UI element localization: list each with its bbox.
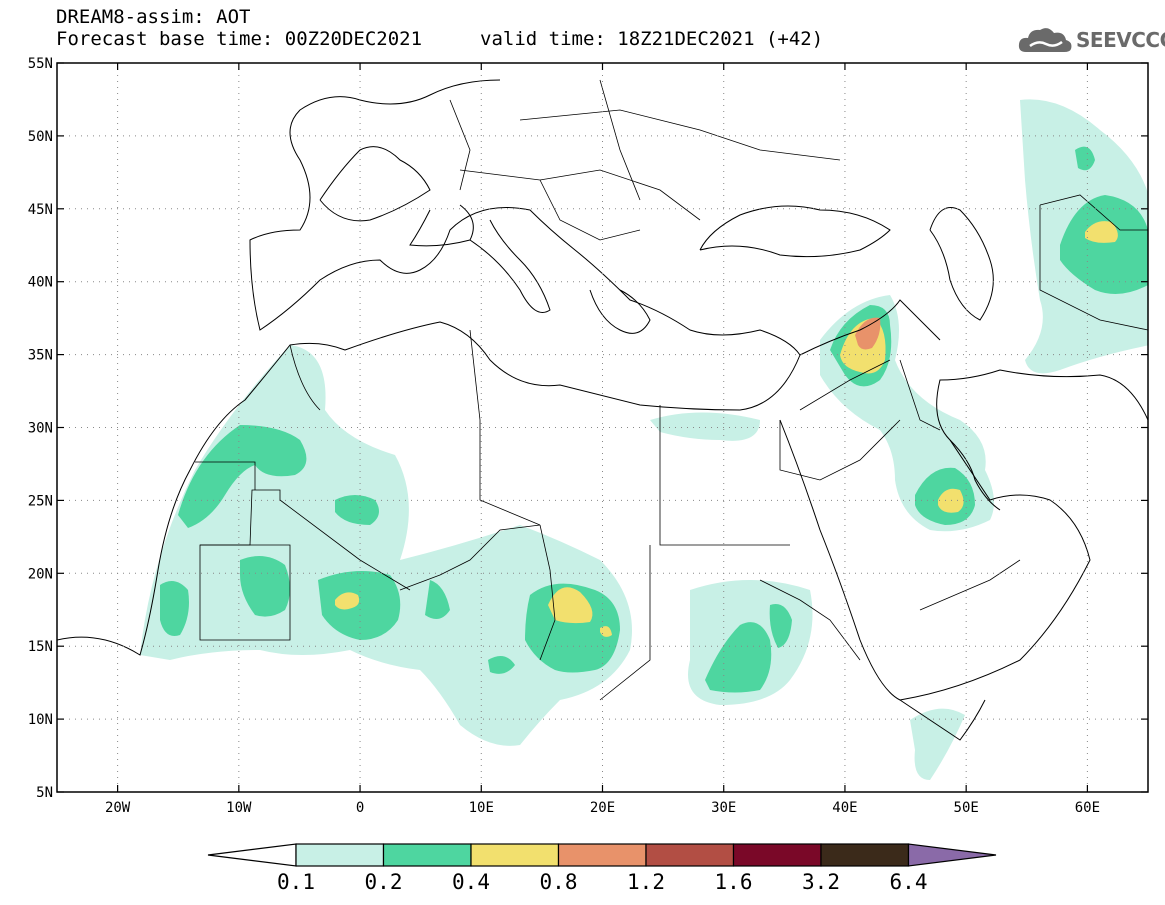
colorbar-label: 0.4 [452,870,490,894]
colorbar-segment [295,843,385,867]
lon-label: 10W [226,800,252,816]
lat-label: 35N [28,348,53,364]
aot-shading [140,99,1148,780]
logo-text: SEEVCCC [1076,28,1165,52]
colorbar-label: 0.2 [365,870,403,894]
lat-label: 10N [28,712,53,728]
lat-label: 45N [28,202,53,218]
latitude-axis: 55N 50N 45N 40N 35N 30N 25N 20N 15N 10N 5N [28,56,1148,801]
colorbar-segment [820,843,910,867]
lat-label: 50N [28,129,53,145]
map-frame [56,62,1149,793]
lat-label: 55N [28,56,53,72]
title-line-1: DREAM8-assim: AOT [56,6,251,28]
lat-label: 30N [28,421,53,437]
colorbar-low-arrow [207,843,297,867]
colorbar-label: 6.4 [890,870,928,894]
colorbar-label: 1.6 [715,870,753,894]
aot-level-0-8 [855,317,881,350]
lon-label: 30E [711,800,736,816]
lon-label: 40E [832,800,857,816]
country-borders [195,79,1148,701]
longitude-axis: 20W 10W 0 10E 20E 30E 40E 50E 60E [105,63,1100,816]
colorbar-high-arrow [907,843,997,867]
colorbar-label: 3.2 [802,870,840,894]
colorbar-label: 0.1 [277,870,315,894]
colorbar-label: 1.2 [627,870,665,894]
valid-time: valid time: 18Z21DEC2021 (+42) [480,28,824,50]
graticule [57,63,1148,792]
lon-label: 20E [590,800,615,816]
colorbar: 0.1 0.2 0.4 0.8 1.2 1.6 3.2 6.4 [207,843,997,894]
colorbar-segment [470,843,560,867]
colorbar-label: 0.8 [540,870,578,894]
lon-label: 0 [356,800,364,816]
colorbar-segment [557,843,647,867]
lon-label: 10E [469,800,494,816]
lat-label: 40N [28,275,53,291]
lat-label: 5N [36,785,53,801]
lon-label: 20W [105,800,131,816]
forecast-base-time: Forecast base time: 00Z20DEC2021 [56,28,423,50]
lat-label: 15N [28,639,53,655]
lon-label: 50E [954,800,979,816]
colorbar-segment [382,843,472,867]
cloud-icon [1018,28,1072,52]
lat-label: 25N [28,493,53,509]
lon-label: 60E [1075,800,1100,816]
seevccc-logo: SEEVCCC [1016,24,1165,56]
lat-label: 20N [28,566,53,582]
colorbar-segment [732,843,822,867]
colorbar-segment [645,843,735,867]
